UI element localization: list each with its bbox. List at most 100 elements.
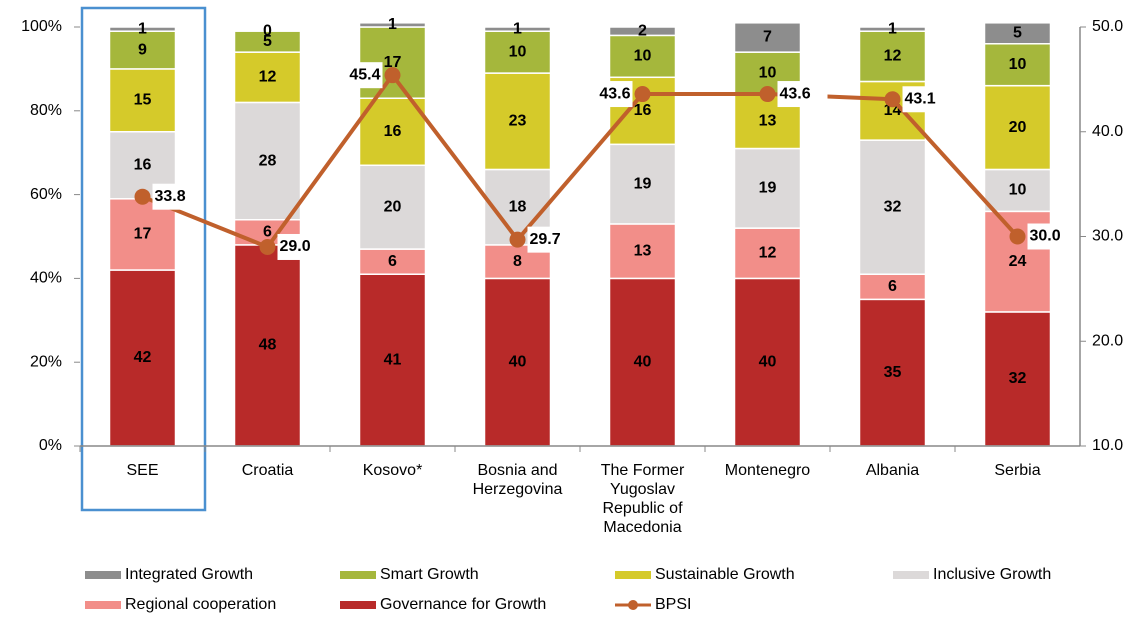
bar-segment xyxy=(608,223,677,280)
segment-label: 16 xyxy=(384,123,402,140)
bar-segment xyxy=(108,68,177,133)
segment-label: 13 xyxy=(634,242,652,259)
segment-label: 13 xyxy=(759,112,777,129)
segment-label: 12 xyxy=(884,48,902,65)
segment-label: 41 xyxy=(384,351,402,368)
bar-segment xyxy=(858,298,927,447)
segment-label: 10 xyxy=(1009,182,1027,199)
bar-segment xyxy=(108,26,177,32)
legend-swatch xyxy=(893,571,929,579)
legend-label: Regional cooperation xyxy=(125,596,276,613)
y-tick-label: 60% xyxy=(30,186,62,203)
bar-segment xyxy=(608,143,677,225)
segment-label: 40 xyxy=(509,353,527,370)
bar-segment xyxy=(608,277,677,447)
x-tick-label: SEE xyxy=(126,462,159,479)
legend-swatch xyxy=(340,571,376,579)
line-point xyxy=(259,238,276,255)
bar-segment xyxy=(233,101,302,221)
segment-label: 1 xyxy=(138,20,147,37)
legend-label: Inclusive Growth xyxy=(933,566,1051,583)
bar-segment xyxy=(858,26,927,32)
segment-label: 10 xyxy=(509,43,527,60)
bar-segment xyxy=(233,51,302,104)
bar-segment xyxy=(483,26,552,32)
bar-segment xyxy=(733,147,802,229)
line-label: 43.6 xyxy=(780,85,811,102)
segment-label: 16 xyxy=(634,102,652,119)
bar-segment xyxy=(233,30,302,53)
bar-segment xyxy=(358,164,427,250)
segment-label: 10 xyxy=(759,64,777,81)
line-label: 43.1 xyxy=(905,90,936,107)
segment-label: 2 xyxy=(638,22,647,39)
line-point xyxy=(759,86,776,103)
segment-label: 12 xyxy=(259,68,277,85)
bar-segment xyxy=(358,248,427,275)
line-label-bg xyxy=(1027,223,1078,250)
line-label-bg xyxy=(527,226,578,253)
legend-swatch xyxy=(340,601,376,609)
segment-label: 5 xyxy=(1013,25,1022,42)
y-tick-label: 80% xyxy=(30,102,62,119)
segment-label: 42 xyxy=(134,349,152,366)
y2-tick-label: 10.0 xyxy=(1092,437,1123,454)
x-tick-label: Croatia xyxy=(241,462,294,479)
segment-label: 16 xyxy=(134,156,152,173)
bar-segment xyxy=(733,22,802,53)
line-point xyxy=(634,86,651,103)
segment-label: 1 xyxy=(513,20,522,37)
bar-segment xyxy=(483,72,552,171)
segment-label: 32 xyxy=(1009,370,1027,387)
legend-label: Governance for Growth xyxy=(380,596,546,613)
segment-label: 18 xyxy=(509,198,527,215)
highlight-box xyxy=(80,6,207,512)
legend-swatch xyxy=(85,571,121,579)
legend-label: Smart Growth xyxy=(380,566,479,583)
x-tick-label: Albania xyxy=(865,462,920,479)
line-label-bg xyxy=(152,183,203,210)
line-label: 33.8 xyxy=(155,188,186,205)
x-tick-label: Serbia xyxy=(994,462,1041,479)
line-point xyxy=(134,188,151,205)
line-label-bg xyxy=(777,81,828,108)
line-point xyxy=(509,231,526,248)
segment-label: 24 xyxy=(1009,253,1027,270)
line-label-bg xyxy=(582,81,633,108)
segment-label: 48 xyxy=(259,337,277,354)
legend-label: Sustainable Growth xyxy=(655,566,795,583)
x-tick-label: Bosnia and Herzegovina xyxy=(472,462,563,498)
segment-label: 9 xyxy=(138,41,147,58)
segment-label: 6 xyxy=(888,278,897,295)
line-label: 45.4 xyxy=(349,66,380,83)
segment-label: 19 xyxy=(634,175,652,192)
segment-label: 10 xyxy=(1009,56,1027,73)
segment-label: 17 xyxy=(384,54,402,71)
bar-segment xyxy=(358,97,427,167)
bar-segment xyxy=(983,43,1052,87)
bar-segment xyxy=(983,311,1052,447)
legend-swatch xyxy=(85,601,121,609)
bar-segment xyxy=(983,22,1052,45)
legend-label: Integrated Growth xyxy=(125,566,253,583)
segment-label: 6 xyxy=(263,224,272,241)
segment-label: 7 xyxy=(763,29,772,46)
segment-label: 20 xyxy=(1009,119,1027,136)
line-point xyxy=(884,91,901,108)
x-tick-label: Montenegro xyxy=(724,462,811,479)
bar-segment xyxy=(108,198,177,271)
line-label: 29.7 xyxy=(530,231,561,248)
segment-label: 10 xyxy=(634,48,652,65)
bar-segment xyxy=(358,22,427,28)
y-tick-label: 0% xyxy=(39,437,62,454)
segment-label: 6 xyxy=(388,253,397,270)
bar-segment xyxy=(983,168,1052,213)
line-label: 30.0 xyxy=(1030,228,1061,245)
segment-label: 1 xyxy=(888,20,897,37)
segment-label: 19 xyxy=(759,180,777,197)
line-label: 29.0 xyxy=(280,238,311,255)
segment-label: 23 xyxy=(509,112,527,129)
bar-segment xyxy=(608,26,677,37)
line xyxy=(141,71,1019,250)
